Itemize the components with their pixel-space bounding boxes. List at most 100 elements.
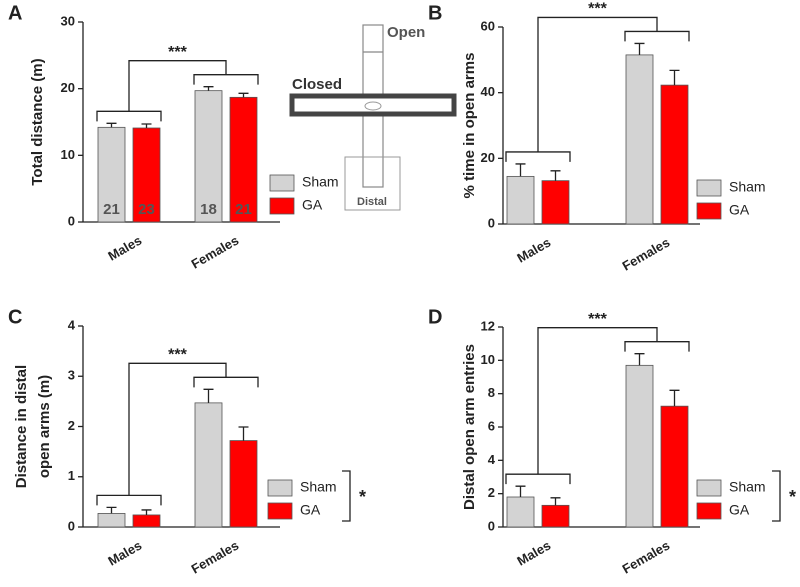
legend-label: GA [729,502,750,518]
legend-label: GA [302,197,323,213]
y-tick-label: 0 [68,518,75,533]
y-tick-label: 3 [68,368,75,383]
group-bracket [505,473,571,485]
error-bar [203,86,214,91]
bar [541,180,570,225]
y-tick-label: 2 [488,485,495,500]
group-bracket [96,110,162,122]
mouse [364,101,382,111]
treatment-bracket [772,470,781,522]
error-bar [515,163,526,177]
group-bracket [505,151,571,162]
n-label: 23 [138,201,155,218]
maze-diagram: Open Closed Distal [289,24,457,211]
panel-label: D [428,306,442,328]
bar [625,364,654,528]
error-bar [634,353,645,366]
legend-label: Sham [729,479,766,495]
significance: *** [168,44,187,61]
y-tick-label: 6 [488,418,495,433]
bar [229,96,258,223]
x-tick-label: Males [514,235,553,266]
y-axis-label: open arms (m) [36,375,53,478]
n-label: 21 [103,201,120,218]
bar [541,504,570,528]
y-tick-label: 4 [68,317,76,332]
y-tick-label: 0 [68,213,75,228]
significance: *** [588,311,607,328]
legend-label: GA [729,202,750,218]
legend-swatch [696,202,722,220]
open-label: Open [387,24,425,41]
sex-bracket [128,60,227,112]
bar [132,514,161,528]
bar [506,496,535,528]
x-tick-label: Males [514,538,553,569]
panel-label: A [8,2,22,24]
bar [660,405,689,528]
legend-label: Sham [300,479,337,495]
x-tick-label: Females [189,538,242,577]
panel: A Total distance (m) 0 10 20 30 Males 21 23 Femal… [8,2,339,271]
treatment-bracket [342,470,351,522]
significance: * [359,487,366,507]
significance: *** [168,347,187,364]
x-tick-label: Males [105,538,144,569]
error-bar [141,509,152,515]
y-axis-label: Total distance (m) [29,58,46,185]
legend-label: GA [300,502,321,518]
error-bar [106,122,117,128]
panel-label: B [428,2,442,24]
y-axis-label: Distal open arm entries [461,344,478,510]
y-tick-label: 1 [68,468,75,483]
error-bar [238,92,249,98]
sex-bracket [537,16,658,152]
y-tick-label: 40 [481,84,495,99]
distal-box [344,156,401,211]
group-bracket [193,74,259,85]
panel: B % time in open arms 0 20 40 60 Males Females *… [428,1,766,274]
x-tick-label: Females [620,538,673,577]
bar [97,513,126,528]
bar [194,90,223,223]
legend-label: Sham [729,179,766,195]
y-tick-label: 4 [488,452,496,467]
significance: *** [588,1,607,18]
panel-label: C [8,306,22,328]
y-tick-label: 20 [61,80,75,95]
error-bar [669,69,680,86]
error-bar [550,170,561,181]
error-bar [550,497,561,506]
error-bar [634,42,645,55]
y-tick-label: 30 [61,13,75,28]
y-tick-label: 10 [61,147,75,162]
error-bar [203,388,214,403]
sex-bracket [128,362,227,496]
n-label: 18 [200,201,217,218]
bar [506,175,535,225]
x-tick-label: Females [620,235,673,274]
x-tick-label: Males [105,233,144,264]
closed-label: Closed [292,76,342,93]
y-tick-label: 8 [488,385,495,400]
y-tick-label: 20 [481,150,495,165]
distal-label: Distal [357,196,387,208]
significance: * [789,487,796,507]
y-tick-label: 0 [488,518,495,533]
y-tick-label: 12 [481,318,495,333]
group-bracket [96,494,162,506]
y-tick-label: 10 [481,352,495,367]
legend-swatch [267,479,293,497]
x-tick-label: Females [189,233,242,272]
y-tick-label: 0 [488,215,495,230]
group-bracket [193,376,259,388]
group-bracket [624,30,690,42]
n-label: 21 [235,201,252,218]
bar [660,84,689,225]
y-axis-label: % time in open arms [461,53,478,199]
group-bracket [624,341,690,352]
error-bar [515,485,526,497]
legend-swatch [269,174,295,192]
error-bar [669,389,680,407]
